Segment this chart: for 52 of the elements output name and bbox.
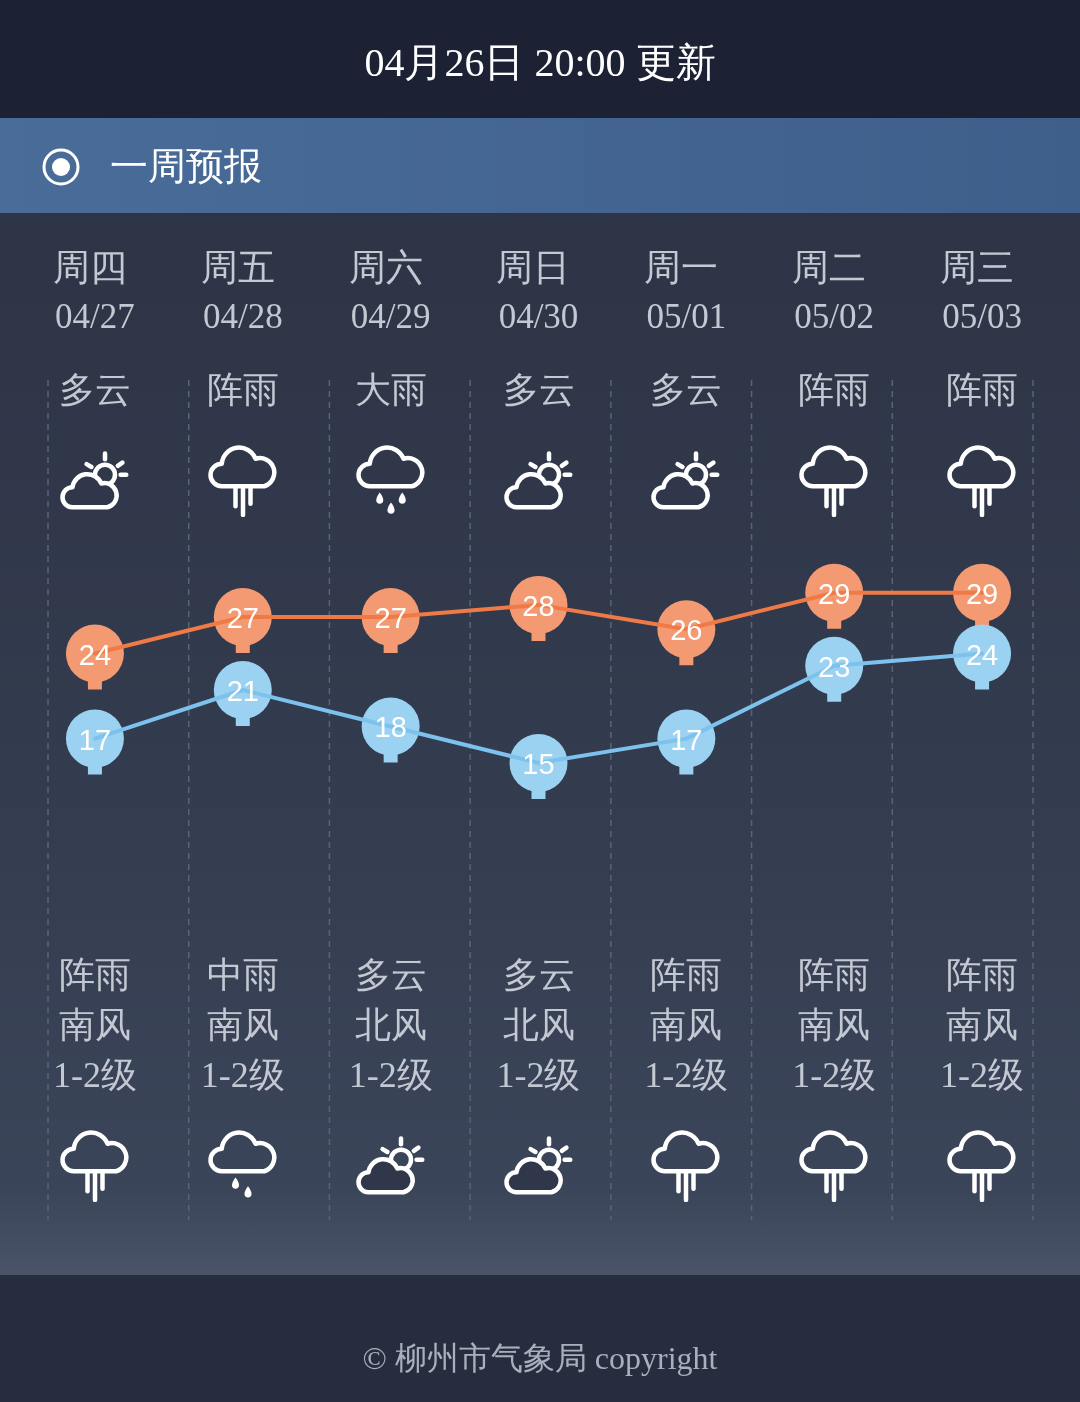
text: 北风 [353,1004,428,1047]
text: 南风 [649,1004,724,1047]
data-label: 18 [374,711,407,744]
chart-subtitle: 一周预报 [110,144,262,189]
data-label: 29 [965,577,999,610]
data-label: 27 [374,602,407,635]
text: 中雨 [205,954,280,997]
text: 南风 [205,1004,280,1047]
text: 1-2级 [347,1054,434,1097]
data-label: 24 [78,638,112,671]
text: 1-2级 [643,1054,730,1097]
text: 大雨 [353,369,428,412]
x-tick-label: 周三 05/03 [939,246,1025,336]
data-label: 27 [226,602,259,635]
chart-title: 04月26日 20:00 更新 [363,39,717,87]
text: 多云 [353,954,428,997]
data-label: 21 [226,674,259,707]
x-tick-label: 周六 04/29 [348,246,433,336]
data-label: 29 [818,577,851,610]
x-tick-label: 周日 04/30 [496,246,581,336]
text: 1-2级 [495,1054,582,1097]
data-label: 17 [670,723,703,756]
data-label: 17 [78,723,112,756]
text: 多云 [649,369,724,412]
text: 1-2级 [939,1054,1026,1097]
text: 多云 [501,369,576,412]
data-label: 26 [670,614,703,647]
text: 1-2级 [199,1054,286,1097]
x-tick-label: 周四 04/27 [52,246,138,336]
text: 南风 [945,1004,1020,1047]
text: 北风 [501,1004,576,1047]
x-tick-label: 周五 04/28 [200,246,285,336]
data-label: 28 [522,589,555,622]
text: 1-2级 [791,1054,878,1097]
text: © 柳州市气象局 copyright [361,1339,719,1378]
data-label: 23 [818,650,851,683]
text: 阵雨 [945,954,1020,997]
x-tick-label: 周一 05/01 [644,246,729,336]
text: 多云 [501,954,576,997]
text: 阵雨 [797,369,872,412]
text: 阵雨 [797,954,872,997]
text: 南风 [797,1004,872,1047]
text: 阵雨 [57,954,132,997]
data-label: 24 [965,638,999,671]
text: 1-2级 [51,1054,138,1097]
x-tick-label: 周二 05/02 [792,246,877,336]
text: 南风 [57,1004,132,1047]
text: 阵雨 [205,369,280,412]
text: 阵雨 [649,954,724,997]
text: 阵雨 [945,369,1020,412]
text: 多云 [57,369,132,412]
data-label: 15 [522,747,555,780]
